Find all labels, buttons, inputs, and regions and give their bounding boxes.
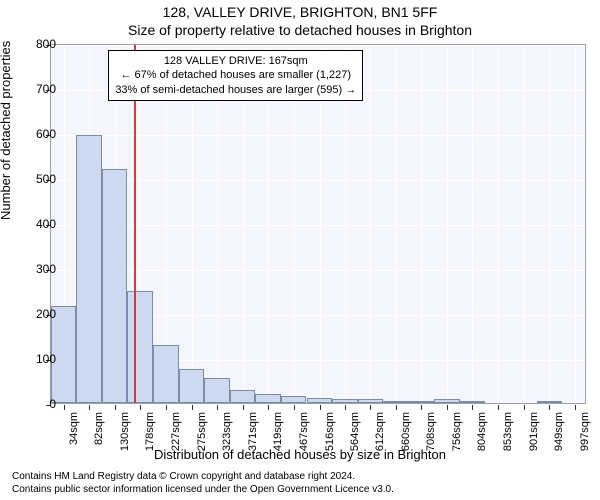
annotation-line-3: 33% of semi-detached houses are larger (…	[115, 83, 356, 97]
xtick-mark	[217, 405, 218, 410]
gridline-v	[472, 45, 473, 403]
histogram-bar	[409, 401, 434, 403]
histogram-bar	[179, 369, 204, 403]
footer-attribution: Contains HM Land Registry data © Crown c…	[12, 470, 394, 496]
xtick-label: 82sqm	[93, 412, 105, 472]
xtick-label: 130sqm	[119, 412, 131, 472]
xtick-mark	[64, 405, 65, 410]
ytick-label: 100	[16, 352, 56, 366]
annotation-line-2: ← 67% of detached houses are smaller (1,…	[115, 68, 356, 82]
annotation-box: 128 VALLEY DRIVE: 167sqm ← 67% of detach…	[108, 50, 363, 101]
xtick-mark	[166, 405, 167, 410]
footer-line-1: Contains HM Land Registry data © Crown c…	[12, 470, 394, 483]
ytick-label: 500	[16, 172, 56, 186]
xtick-label: 564sqm	[349, 412, 361, 472]
histogram-bar	[230, 390, 255, 404]
histogram-bar	[76, 135, 101, 403]
gridline-h	[51, 225, 585, 226]
xtick-mark	[345, 405, 346, 410]
x-axis-label: Distribution of detached houses by size …	[0, 447, 600, 462]
xtick-label: 516sqm	[324, 412, 336, 472]
xtick-mark	[447, 405, 448, 410]
gridline-h	[51, 270, 585, 271]
histogram-bar	[434, 399, 459, 403]
xtick-label: 804sqm	[476, 412, 488, 472]
ytick-label: 0	[16, 397, 56, 411]
annotation-line-1: 128 VALLEY DRIVE: 167sqm	[115, 54, 356, 68]
xtick-mark	[268, 405, 269, 410]
xtick-label: 467sqm	[298, 412, 310, 472]
xtick-label: 371sqm	[247, 412, 259, 472]
xtick-label: 178sqm	[144, 412, 156, 472]
histogram-bar	[332, 399, 357, 404]
xtick-mark	[320, 405, 321, 410]
histogram-bar	[383, 401, 408, 403]
gridline-h	[51, 405, 585, 406]
xtick-mark	[243, 405, 244, 410]
gridline-v	[549, 45, 550, 403]
gridline-h	[51, 180, 585, 181]
xtick-label: 419sqm	[272, 412, 284, 472]
xtick-label: 901sqm	[528, 412, 540, 472]
histogram-bar	[127, 291, 152, 404]
xtick-mark	[421, 405, 422, 410]
ytick-label: 800	[16, 37, 56, 51]
xtick-label: 275sqm	[196, 412, 208, 472]
ytick-label: 600	[16, 127, 56, 141]
xtick-mark	[549, 405, 550, 410]
ytick-label: 200	[16, 307, 56, 321]
gridline-v	[575, 45, 576, 403]
gridline-v	[524, 45, 525, 403]
xtick-mark	[575, 405, 576, 410]
chart-container: 128, VALLEY DRIVE, BRIGHTON, BN1 5FF Siz…	[0, 0, 600, 500]
xtick-label: 612sqm	[374, 412, 386, 472]
xtick-label: 708sqm	[425, 412, 437, 472]
ytick-label: 300	[16, 262, 56, 276]
gridline-v	[370, 45, 371, 403]
xtick-label: 997sqm	[579, 412, 591, 472]
xtick-mark	[396, 405, 397, 410]
chart-title-address: 128, VALLEY DRIVE, BRIGHTON, BN1 5FF	[0, 4, 600, 20]
gridline-v	[498, 45, 499, 403]
xtick-mark	[89, 405, 90, 410]
y-axis-label: Number of detached properties	[0, 41, 13, 220]
histogram-bar	[358, 399, 383, 403]
footer-line-2: Contains public sector information licen…	[12, 483, 394, 496]
ytick-label: 400	[16, 217, 56, 231]
histogram-bar	[204, 378, 229, 403]
xtick-label: 227sqm	[170, 412, 182, 472]
xtick-label: 853sqm	[502, 412, 514, 472]
xtick-mark	[140, 405, 141, 410]
plot-wrap: 34sqm82sqm130sqm178sqm227sqm275sqm323sqm…	[50, 44, 586, 404]
chart-subtitle: Size of property relative to detached ho…	[0, 22, 600, 38]
gridline-v	[396, 45, 397, 403]
xtick-mark	[192, 405, 193, 410]
histogram-bar	[153, 345, 178, 404]
gridline-h	[51, 45, 585, 46]
histogram-bar	[307, 398, 332, 403]
xtick-mark	[115, 405, 116, 410]
gridline-h	[51, 135, 585, 136]
xtick-label: 949sqm	[553, 412, 565, 472]
ytick-label: 700	[16, 82, 56, 96]
gridline-v	[421, 45, 422, 403]
gridline-v	[447, 45, 448, 403]
xtick-label: 323sqm	[221, 412, 233, 472]
histogram-bar	[281, 396, 306, 403]
xtick-label: 756sqm	[451, 412, 463, 472]
histogram-bar	[460, 401, 485, 403]
xtick-mark	[498, 405, 499, 410]
xtick-mark	[370, 405, 371, 410]
histogram-bar	[255, 394, 280, 403]
histogram-bar	[537, 401, 562, 403]
xtick-mark	[294, 405, 295, 410]
histogram-bar	[102, 169, 127, 403]
xtick-label: 660sqm	[400, 412, 412, 472]
xtick-label: 34sqm	[68, 412, 80, 472]
xtick-mark	[524, 405, 525, 410]
xtick-mark	[472, 405, 473, 410]
